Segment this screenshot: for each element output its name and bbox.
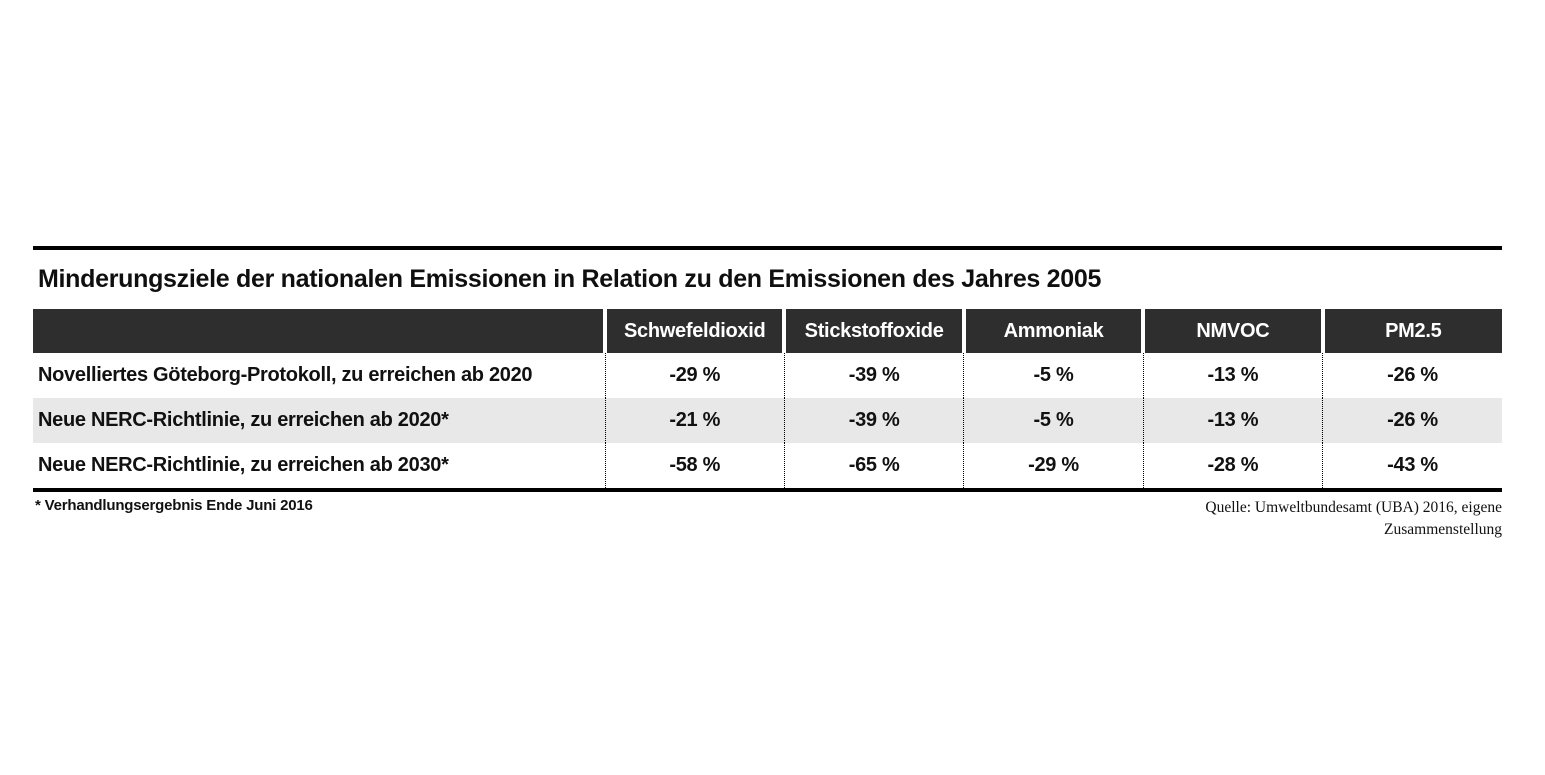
column-header-pm25: PM2.5: [1320, 309, 1502, 353]
column-header-schwefeldioxid: Schwefeldioxid: [603, 309, 785, 353]
value-cell: -58 %: [604, 443, 785, 488]
value-cell: -28 %: [1142, 443, 1323, 488]
value-cell: -5 %: [963, 353, 1144, 398]
figure-title: Minderungsziele der nationalen Emissione…: [38, 265, 1102, 293]
value-cell: -13 %: [1142, 398, 1323, 443]
value-cell: -5 %: [963, 398, 1144, 443]
table-row-nerc-2030: Neue NERC-Richtlinie, zu erreichen ab 20…: [33, 443, 1502, 488]
row-label: Neue NERC-Richtlinie, zu erreichen ab 20…: [33, 398, 606, 443]
header-empty-cell: [33, 309, 606, 353]
column-header-ammoniak: Ammoniak: [961, 309, 1144, 353]
value-cell: -65 %: [783, 443, 964, 488]
source-line-2: Zusammenstellung: [1384, 521, 1502, 538]
column-header-stickstoffoxide: Stickstoffoxide: [782, 309, 964, 353]
value-cell: -26 %: [1322, 353, 1502, 398]
emissions-table-figure: Minderungsziele der nationalen Emissione…: [33, 246, 1502, 541]
bottom-rule: [33, 488, 1502, 492]
footnote: * Verhandlungsergebnis Ende Juni 2016: [35, 497, 313, 514]
value-cell: -29 %: [604, 353, 785, 398]
row-label: Novelliertes Göteborg-Protokoll, zu erre…: [38, 364, 533, 386]
table-header-row: Schwefeldioxid Stickstoffoxide Ammoniak …: [33, 309, 1502, 353]
value-cell: -43 %: [1322, 443, 1502, 488]
table-row-goeteborg-2020: Novelliertes Göteborg-Protokoll, zu erre…: [33, 353, 1502, 398]
source-attribution: Quelle: Umweltbundesamt (UBA) 2016, eige…: [1205, 497, 1502, 541]
table-row-nerc-2020: Neue NERC-Richtlinie, zu erreichen ab 20…: [33, 398, 1502, 443]
value-cell: -13 %: [1142, 353, 1323, 398]
value-cell: -29 %: [963, 443, 1144, 488]
figure-footer: * Verhandlungsergebnis Ende Juni 2016 Qu…: [33, 497, 1502, 541]
value-cell: -39 %: [783, 398, 964, 443]
emissions-table: Schwefeldioxid Stickstoffoxide Ammoniak …: [33, 309, 1502, 488]
value-cell: -26 %: [1322, 398, 1502, 443]
source-line-1: Quelle: Umweltbundesamt (UBA) 2016, eige…: [1205, 499, 1502, 516]
value-cell: -21 %: [604, 398, 785, 443]
top-rule: [33, 246, 1502, 250]
row-label: Neue NERC-Richtlinie, zu erreichen ab 20…: [38, 454, 449, 476]
value-cell: -39 %: [783, 353, 964, 398]
column-header-nmvoc: NMVOC: [1141, 309, 1323, 353]
